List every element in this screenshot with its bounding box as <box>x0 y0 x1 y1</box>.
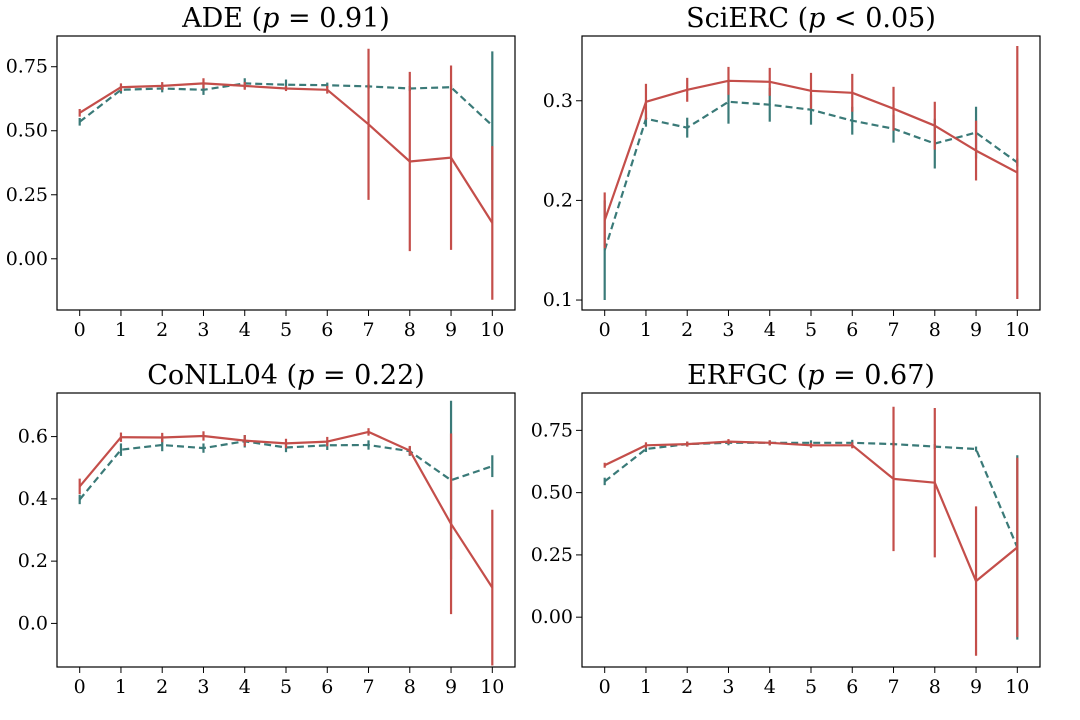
y-tick-label: 0.2 <box>543 189 573 211</box>
y-tick-label: 0.00 <box>531 606 573 628</box>
y-tick-label: 0.4 <box>18 488 48 510</box>
x-tick-label: 6 <box>321 676 333 698</box>
y-tick-label: 0.0 <box>18 612 48 634</box>
y-tick-label: 0.6 <box>18 426 48 448</box>
y-tick-label: 0.75 <box>531 419 573 441</box>
x-tick-label: 2 <box>156 676 168 698</box>
x-tick-label: 1 <box>115 676 127 698</box>
x-tick-label: 6 <box>846 676 858 698</box>
chart-title: ERFGC (p = 0.67) <box>687 360 935 391</box>
x-tick-label: 9 <box>970 676 982 698</box>
x-tick-label: 7 <box>887 676 899 698</box>
x-tick-label: 3 <box>197 319 209 341</box>
x-tick-label: 10 <box>1005 676 1029 698</box>
series-line <box>604 441 1019 548</box>
x-tick-label: 8 <box>404 319 416 341</box>
x-tick-label: 5 <box>280 319 292 341</box>
x-tick-label: 10 <box>480 676 504 698</box>
subplot-1: ADE (p = 0.91) 0 1 2 3 4 5 6 7 8 9 10 0.00 0.25 0.50 0.… <box>6 3 516 341</box>
x-tick-label: 9 <box>445 676 457 698</box>
subplot-4: ERFGC (p = 0.67) 0 1 2 3 4 5 6 7 8 9 10 0.00 0.25 0.50… <box>531 360 1041 698</box>
x-tick-label: 7 <box>362 319 374 341</box>
series-line <box>78 430 494 589</box>
y-tick-label: 0.50 <box>6 120 48 142</box>
x-tick-label: 10 <box>1005 319 1029 341</box>
x-tick-label: 1 <box>640 319 652 341</box>
x-tick-label: 8 <box>404 676 416 698</box>
x-tick-label: 2 <box>156 319 168 341</box>
x-tick-label: 0 <box>74 676 86 698</box>
chart-title: SciERC (p < 0.05) <box>686 3 936 34</box>
series-dashed <box>603 439 1019 640</box>
x-tick-label: 1 <box>115 319 127 341</box>
x-tick-label: 4 <box>764 319 776 341</box>
y-tick-label: 0.00 <box>6 248 48 270</box>
x-tick-label: 3 <box>722 676 734 698</box>
x-tick-label: 6 <box>846 319 858 341</box>
axes-frame <box>581 392 1041 668</box>
x-tick-label: 9 <box>970 319 982 341</box>
series-solid <box>603 406 1019 656</box>
y-tick-label: 0.2 <box>18 550 48 572</box>
series-solid <box>78 48 494 300</box>
x-tick-label: 4 <box>239 676 251 698</box>
x-tick-label: 8 <box>929 319 941 341</box>
series-solid <box>78 428 494 666</box>
series-line <box>604 440 1018 583</box>
x-tick-label: 10 <box>480 319 504 341</box>
x-tick-label: 6 <box>321 319 333 341</box>
y-tick-label: 0.1 <box>543 289 573 311</box>
axes-frame <box>56 35 516 311</box>
x-tick-label: 2 <box>681 319 693 341</box>
x-tick-label: 0 <box>599 676 611 698</box>
subplot-2: SciERC (p < 0.05) 0 1 2 3 4 5 6 7 8 9 10 0.1 0.2 0.3 <box>543 3 1041 341</box>
x-tick-label: 9 <box>445 319 457 341</box>
x-tick-label: 8 <box>929 676 941 698</box>
x-tick-label: 3 <box>722 319 734 341</box>
y-tick-label: 0.50 <box>531 482 573 504</box>
series-dashed <box>603 79 1019 301</box>
series-line <box>79 82 494 127</box>
chart-title: ADE (p = 0.91) <box>181 3 390 34</box>
x-tick-label: 2 <box>681 676 693 698</box>
x-tick-label: 0 <box>599 319 611 341</box>
x-tick-label: 7 <box>362 676 374 698</box>
series-solid <box>603 45 1019 300</box>
subplot-3: CoNLL04 (p = 0.22) 0 1 2 3 4 5 6 7 8 9 10 0.0 0.2 0.4 0… <box>18 360 516 698</box>
y-tick-label: 0.25 <box>6 184 48 206</box>
series-line <box>79 82 494 224</box>
x-tick-label: 7 <box>887 319 899 341</box>
series-dashed <box>78 51 494 200</box>
x-tick-label: 0 <box>74 319 86 341</box>
y-tick-label: 0.75 <box>6 56 48 78</box>
x-tick-label: 5 <box>805 676 817 698</box>
chart-title: CoNLL04 (p = 0.22) <box>147 360 425 391</box>
x-tick-label: 4 <box>764 676 776 698</box>
series-dashed <box>78 400 494 560</box>
y-tick-label: 0.3 <box>543 90 573 112</box>
x-tick-label: 5 <box>805 319 817 341</box>
x-tick-label: 3 <box>197 676 209 698</box>
x-tick-label: 5 <box>280 676 292 698</box>
x-tick-label: 4 <box>239 319 251 341</box>
y-tick-label: 0.25 <box>531 544 573 566</box>
axes-frame <box>56 392 516 668</box>
x-tick-label: 1 <box>640 676 652 698</box>
